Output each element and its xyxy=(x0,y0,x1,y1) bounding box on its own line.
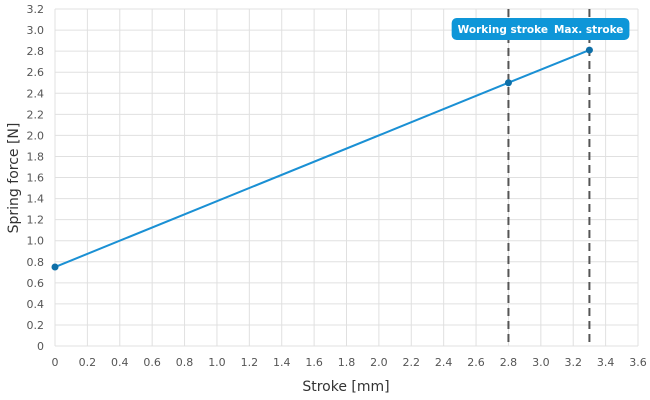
x-tick-label: 2.0 xyxy=(370,356,388,369)
x-tick-label: 0.6 xyxy=(143,356,161,369)
y-tick-label: 3.0 xyxy=(27,24,45,37)
y-tick-label: 1.4 xyxy=(27,193,45,206)
x-tick-label: 2.8 xyxy=(500,356,518,369)
y-axis-label: Spring force [N] xyxy=(6,123,22,234)
y-tick-label: 1.0 xyxy=(27,235,45,248)
data-point xyxy=(51,263,59,271)
stroke-tags: Working stroke Max. stroke xyxy=(451,18,630,40)
stroke-tag-box xyxy=(451,18,630,40)
x-tick-label: 0.8 xyxy=(176,356,194,369)
y-tick-label: 3.2 xyxy=(27,3,45,16)
y-tick-label: 0 xyxy=(37,340,44,353)
y-tick-label: 0.6 xyxy=(27,277,45,290)
y-tick-label: 0.8 xyxy=(27,256,45,269)
y-tick-label: 2.0 xyxy=(27,129,45,142)
y-tick-label: 2.4 xyxy=(27,87,45,100)
x-tick-label: 2.2 xyxy=(403,356,421,369)
x-tick-label: 1.6 xyxy=(305,356,323,369)
x-axis-ticks: 0 0.2 0.4 0.6 0.8 1.0 1.2 1.4 1.6 1.8 2.0 2.2 2.4 2.6… xyxy=(52,356,647,369)
data-point xyxy=(504,79,512,87)
y-tick-label: 0.4 xyxy=(27,298,45,311)
x-axis-label: Stroke [mm] xyxy=(302,379,389,395)
y-tick-label: 2.2 xyxy=(27,108,45,121)
x-tick-label: 3.6 xyxy=(629,356,647,369)
x-tick-label: 3.2 xyxy=(564,356,582,369)
y-tick-label: 2.8 xyxy=(27,45,45,58)
y-axis-ticks: 0 0.2 0.4 0.6 0.8 1.0 1.2 1.4 1.6 1.8 2.0 2.2 2.4 2.6… xyxy=(27,3,45,353)
y-tick-label: 0.2 xyxy=(27,319,45,332)
grid xyxy=(54,8,639,347)
x-tick-label: 2.6 xyxy=(467,356,485,369)
stroke-tag-label: Max. stroke xyxy=(554,24,623,36)
x-tick-label: 1.4 xyxy=(273,356,291,369)
y-tick-label: 2.6 xyxy=(27,66,45,79)
x-tick-label: 0.4 xyxy=(111,356,129,369)
x-tick-label: 1.8 xyxy=(338,356,356,369)
data-point xyxy=(585,46,593,54)
x-tick-label: 3.4 xyxy=(597,356,615,369)
stroke-guides xyxy=(507,9,591,346)
x-tick-label: 0 xyxy=(52,356,59,369)
x-tick-label: 1.0 xyxy=(208,356,226,369)
series xyxy=(51,46,593,271)
x-tick-label: 2.4 xyxy=(435,356,453,369)
y-tick-label: 1.8 xyxy=(27,150,45,163)
x-tick-label: 1.2 xyxy=(241,356,259,369)
x-tick-label: 3.0 xyxy=(532,356,550,369)
x-tick-label: 0.2 xyxy=(79,356,97,369)
y-tick-label: 1.2 xyxy=(27,214,45,227)
y-tick-label: 1.6 xyxy=(27,172,45,185)
stroke-tag-label: Working stroke xyxy=(458,24,548,36)
